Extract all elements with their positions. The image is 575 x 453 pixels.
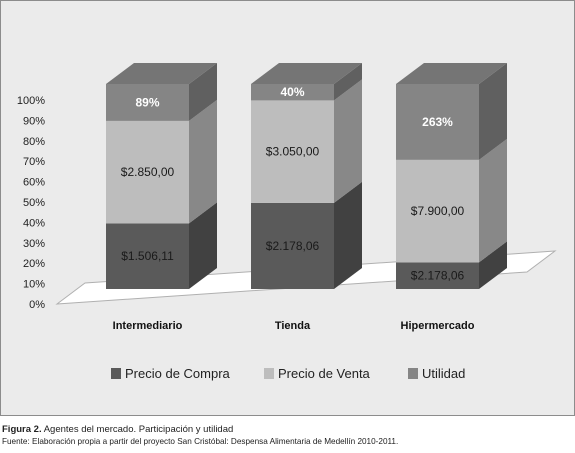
x-category-label: Intermediario (113, 320, 183, 332)
figure-title-text: Agentes del mercado. Participación y uti… (41, 424, 234, 435)
y-tick-label: 100% (17, 95, 45, 107)
bar-segment-side (189, 99, 217, 224)
data-label: $2.178,06 (266, 239, 320, 253)
chart-frame: 0% 10% 20% 30% 40% 50% 60% 70% 80% 90% 100% $1.506,… (0, 0, 575, 416)
bar-top-face (251, 63, 362, 84)
data-label: 89% (135, 95, 159, 109)
bar-segment-side (334, 181, 362, 289)
bar-segment-side (334, 63, 362, 101)
bar-top-face (106, 63, 217, 84)
figure-source: Fuente: Elaboración propia a partir del … (2, 437, 399, 446)
bar-segment (396, 84, 479, 160)
y-tick-label: 0% (29, 299, 45, 311)
figure-label: Figura 2. (2, 424, 42, 435)
bar-segment-side (189, 63, 217, 121)
legend-label: Precio de Compra (125, 366, 231, 381)
y-tick-label: 30% (23, 238, 45, 250)
y-tick-label: 70% (23, 156, 45, 168)
y-tick-label: 10% (23, 279, 45, 291)
stacked-bar-chart: 0% 10% 20% 30% 40% 50% 60% 70% 80% 90% 100% $1.506,… (17, 63, 557, 381)
figure-caption: Figura 2. Agentes del mercado. Participa… (2, 424, 572, 447)
legend-swatch (264, 368, 274, 379)
y-tick-label: 50% (23, 197, 45, 209)
bar-top-face (396, 63, 507, 84)
y-tick-label: 80% (23, 136, 45, 148)
bar-segment (251, 84, 334, 101)
y-tick-label: 60% (23, 177, 45, 189)
data-label: $3.050,00 (266, 145, 320, 159)
bar-segment (251, 100, 334, 203)
bar-segment (106, 120, 189, 224)
data-label: $1.506,11 (121, 249, 174, 263)
bar-segment (396, 159, 479, 263)
bar-segment-side (479, 63, 507, 160)
data-label: 263% (422, 115, 453, 129)
bar-segment (396, 262, 479, 289)
bar-segment-side (189, 202, 217, 289)
figure-title: Figura 2. Agentes del mercado. Participa… (2, 424, 572, 436)
y-tick-label: 40% (23, 217, 45, 229)
y-tick-label: 90% (23, 115, 45, 127)
legend-swatch (111, 368, 121, 379)
bar-segment (251, 202, 334, 289)
legend-swatch (408, 368, 418, 379)
data-label: $7.900,00 (411, 204, 465, 218)
data-label: $2.850,00 (121, 165, 175, 179)
data-label: 40% (280, 85, 304, 99)
x-category-label: Hipermercado (401, 320, 475, 332)
bar-segment (106, 84, 189, 121)
bar-segment-side (479, 241, 507, 289)
legend-label: Utilidad (422, 366, 465, 381)
bar-segment-side (334, 79, 362, 203)
bar-segment (106, 223, 189, 289)
bar-segment-side (479, 138, 507, 263)
legend-label: Precio de Venta (278, 366, 371, 381)
y-tick-label: 20% (23, 258, 45, 270)
x-category-label: Tienda (275, 320, 311, 332)
data-label: $2.178,06 (411, 269, 465, 283)
